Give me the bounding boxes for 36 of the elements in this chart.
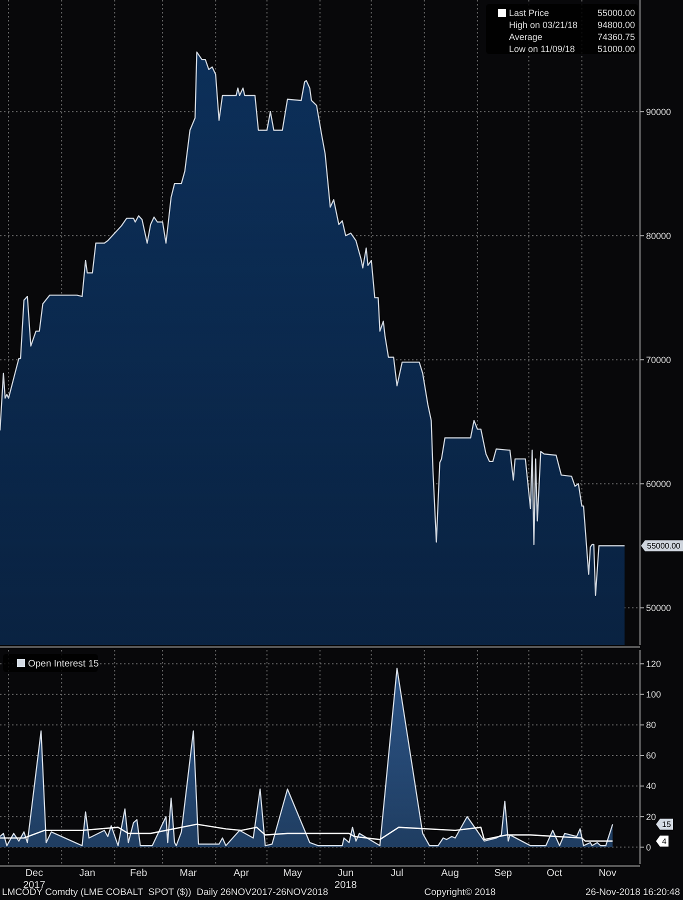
y-tick-label: 90000 [646,106,672,117]
x-tick-label: Oct [546,868,562,879]
x-tick-label: Apr [234,868,250,879]
y-tick-label: 20 [646,812,656,822]
text: Last Price [509,8,550,18]
text: 26-Nov-2018 16:20:48 [585,887,680,898]
x-tick-label: Jun 2018 [334,868,358,891]
y-tick-label: 40 [646,781,656,792]
y-tick-label: 0 [646,842,652,852]
x-tick-label: Mar [180,868,198,879]
x-tick-label: Feb [130,868,148,879]
line-series [0,824,614,842]
text: 15 [662,820,672,830]
text: 55000.00 [647,542,680,551]
y-tick-label: 80 [646,720,656,730]
text: 4 [662,836,667,846]
legend-label: Open Interest 15 [28,658,99,670]
x-tick-label: Aug [441,868,459,879]
y-tick-label: 60 [646,750,656,761]
text: Copyright© 2018 [424,887,496,898]
x-tick-label: Jul [390,868,404,879]
y-tick-label: 80000 [646,230,672,241]
x-tick-label: Jan [79,868,96,879]
y-tick-label: 60000 [646,478,672,489]
x-tick-label: Sep [494,868,512,879]
text: High on 03/21/18 94800.00 [509,20,635,30]
y-tick-label: 100 [646,689,662,700]
text: LMCODY Comdty (LME COBALT SPOT ($)) Daily 26NOV2017-26NOV2018 [2,887,328,898]
y-tick-label: 70000 [646,354,672,365]
text: Low on 11/09/18 51000.00 [509,44,635,54]
text: Average 74360.75 [509,32,635,42]
x-tick-label: May [283,868,302,879]
y-tick-label: 50000 [646,602,672,613]
y-tick-label: 120 [646,658,662,669]
x-tick-label: Nov [598,868,616,879]
annotation: 55000.00 [597,8,635,18]
